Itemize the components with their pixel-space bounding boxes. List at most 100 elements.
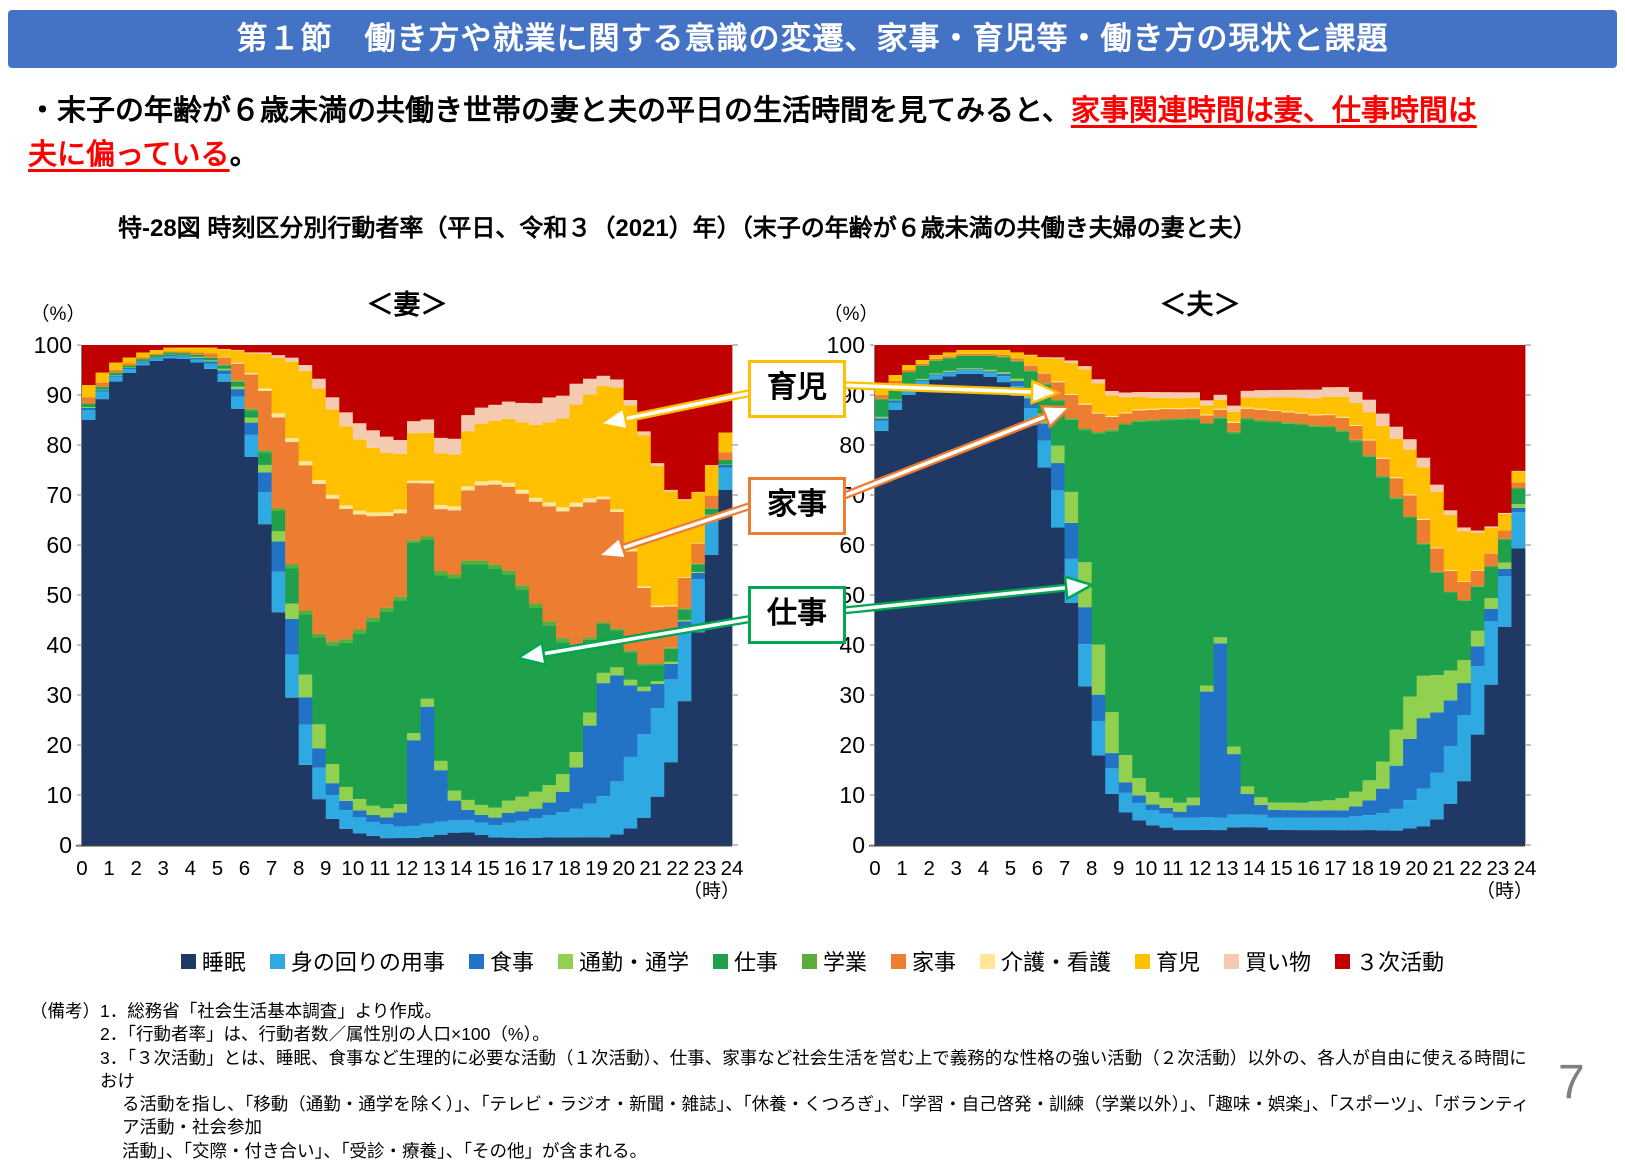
svg-text:4: 4 [185,857,196,880]
svg-text:20: 20 [839,732,865,758]
svg-text:8: 8 [1086,857,1097,880]
intro-red-emphasis-2: 夫に偏っている [28,139,230,171]
footnote-line: 活動」、「交際・付き合い」、「受診・療養」、「その他」が含まれる。 [30,1140,1530,1163]
svg-text:0: 0 [59,832,72,858]
legend-swatch-icon [980,954,995,969]
legend-item: 通勤・通学 [558,945,689,977]
svg-text:80: 80 [839,432,865,458]
page-number: 7 [1558,1055,1585,1110]
svg-text:1: 1 [896,857,907,880]
svg-text:80: 80 [46,432,72,458]
legend-swatch-icon [270,954,285,969]
svg-text:60: 60 [839,532,865,558]
svg-text:2: 2 [923,857,934,880]
legend-item: 家事 [891,945,956,977]
svg-text:10: 10 [839,782,865,808]
annotation-label-childcare: 育児 [767,371,827,404]
footnote-line: る活動を指し、「移動（通勤・通学を除く）」、「テレビ・ラジオ・新聞・雑誌」、「休… [30,1093,1530,1140]
svg-text:10: 10 [341,857,364,880]
svg-text:9: 9 [320,857,331,880]
svg-text:7: 7 [266,857,277,880]
svg-text:15: 15 [477,857,500,880]
svg-text:11: 11 [1162,857,1183,880]
annotation-box-childcare: 育児 [748,360,846,418]
svg-text:5: 5 [1005,857,1016,880]
legend-swatch-icon [1335,954,1350,969]
svg-text:（時）: （時） [683,880,740,900]
legend-label: 睡眠 [202,945,246,977]
legend-swatch-icon [469,954,484,969]
legend-item: ３次活動 [1335,945,1444,977]
svg-text:20: 20 [1405,857,1428,880]
svg-text:21: 21 [639,857,662,880]
legend-label: ３次活動 [1356,945,1444,977]
svg-text:100: 100 [34,332,72,358]
svg-text:40: 40 [46,632,72,658]
svg-text:13: 13 [423,857,446,880]
section-header-title: 第１節 働き方や就業に関する意識の変遷、家事・育児等・働き方の現状と課題 [237,21,1389,56]
svg-text:8: 8 [293,857,304,880]
annotation-label-housework: 家事 [767,488,827,521]
svg-text:10: 10 [1134,857,1157,880]
svg-text:18: 18 [558,857,581,880]
intro-line-1: ・末子の年齢が６歳未満の共働き世帯の妻と夫の平日の生活時間を見てみると、家事関連… [28,90,1598,134]
legend-item: 介護・看護 [980,945,1111,977]
legend-label: 通勤・通学 [579,945,689,977]
svg-text:0: 0 [76,857,87,880]
footnote-line: 3．「３次活動」とは、睡眠、食事など生理的に必要な活動（１次活動）、仕事、家事な… [30,1047,1530,1094]
svg-text:4: 4 [978,857,989,880]
svg-text:9: 9 [1113,857,1124,880]
svg-text:6: 6 [1032,857,1043,880]
legend-swatch-icon [1224,954,1239,969]
svg-text:10: 10 [46,782,72,808]
svg-text:15: 15 [1270,857,1293,880]
svg-text:23: 23 [694,857,717,880]
legend-swatch-icon [713,954,728,969]
intro-black-text: ・末子の年齢が６歳未満の共働き世帯の妻と夫の平日の生活時間を見てみると、 [28,95,1071,127]
legend-label: 買い物 [1245,945,1311,977]
legend-label: 学業 [823,945,867,977]
intro-paragraph: ・末子の年齢が６歳未満の共働き世帯の妻と夫の平日の生活時間を見てみると、家事関連… [28,90,1598,177]
svg-text:50: 50 [46,582,72,608]
legend-label: 食事 [490,945,534,977]
svg-text:12: 12 [1189,857,1212,880]
svg-text:60: 60 [46,532,72,558]
legend-label: 育児 [1156,945,1200,977]
svg-text:20: 20 [46,732,72,758]
legend-swatch-icon [802,954,817,969]
legend-label: 介護・看護 [1001,945,1111,977]
annotation-box-housework: 家事 [748,477,846,535]
svg-text:7: 7 [1059,857,1070,880]
svg-text:24: 24 [1514,857,1537,880]
legend-swatch-icon [181,954,196,969]
legend-swatch-icon [1135,954,1150,969]
svg-text:30: 30 [46,682,72,708]
legend-item: 身の回りの用事 [270,945,445,977]
svg-text:（%）: （%） [31,303,86,325]
svg-text:11: 11 [369,857,390,880]
svg-text:23: 23 [1487,857,1510,880]
figure-title: 特-28図 時刻区分別行動者率（平日、令和３（2021）年）（末子の年齢が６歳未… [118,208,1257,243]
svg-text:2: 2 [130,857,141,880]
svg-text:22: 22 [666,857,689,880]
svg-text:13: 13 [1216,857,1239,880]
svg-text:5: 5 [212,857,223,880]
svg-text:（%）: （%） [824,303,879,325]
legend-item: 学業 [802,945,867,977]
intro-line-2: 夫に偏っている。 [28,134,1598,178]
svg-text:1: 1 [103,857,114,880]
svg-text:0: 0 [852,832,865,858]
footnote-line: （備考）1．総務省「社会生活基本調査」より作成。 [30,1000,1530,1023]
annotation-box-work: 仕事 [748,586,846,644]
svg-text:17: 17 [1324,857,1347,880]
svg-text:0: 0 [869,857,880,880]
footnote-line: 2．「行動者率」は、行動者数／属性別の人口×100（%）。 [30,1023,1530,1046]
svg-text:14: 14 [450,857,473,880]
svg-text:14: 14 [1243,857,1266,880]
legend-item: 買い物 [1224,945,1311,977]
legend-label: 家事 [912,945,956,977]
svg-text:21: 21 [1432,857,1455,880]
